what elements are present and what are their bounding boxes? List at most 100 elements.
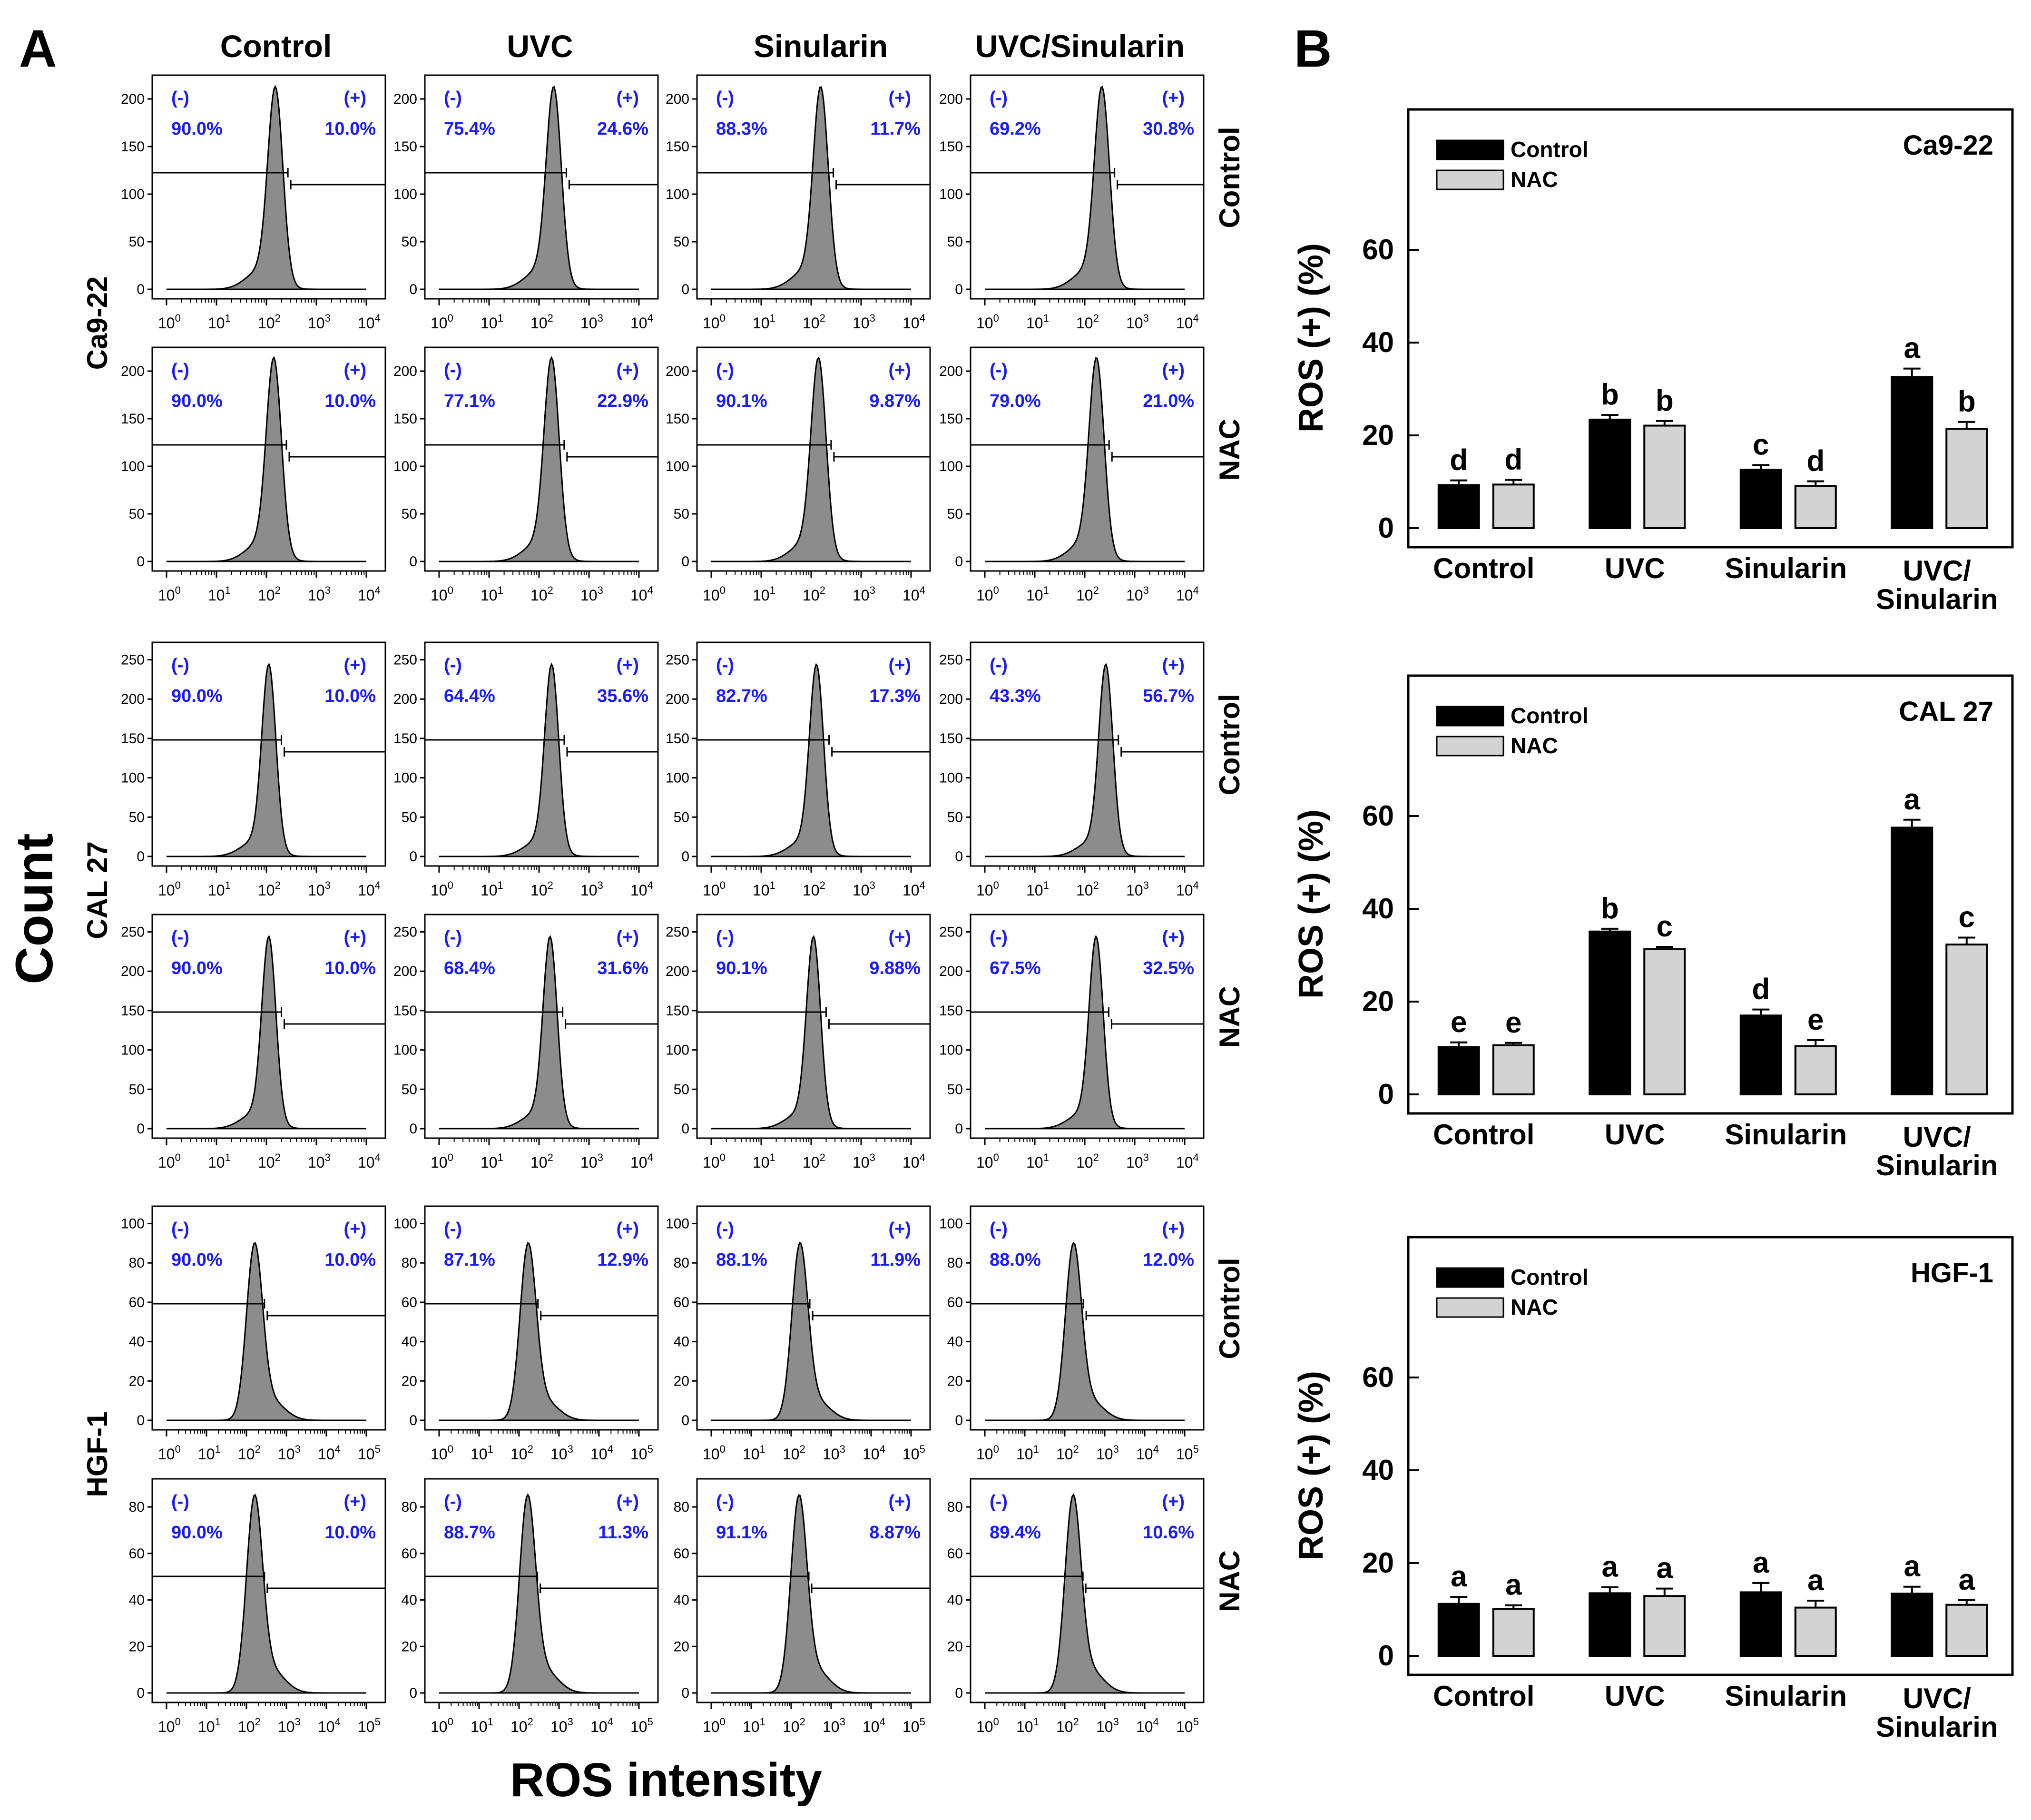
y-tick-label: 100 <box>121 1043 145 1058</box>
y-tick-label: 50 <box>129 506 145 522</box>
bar <box>1437 1603 1480 1657</box>
y-tick-label: 60 <box>674 1546 689 1562</box>
x-tick-label: 101 <box>208 1151 231 1171</box>
treatment-label: Control <box>1214 127 1246 228</box>
pos-gate-label: (+) <box>617 88 639 108</box>
x-tick-label: 103 <box>823 1716 845 1735</box>
histogram-frame <box>696 74 931 300</box>
y-tick-label: 60 <box>1362 234 1394 266</box>
y-tick-label: 50 <box>129 809 145 825</box>
x-tick-label: 102 <box>803 584 825 604</box>
legend-swatch <box>1436 706 1504 727</box>
x-tick-label: 102 <box>803 879 825 899</box>
y-tick-label: 40 <box>674 1593 689 1608</box>
neg-gate-label: (-) <box>990 927 1008 947</box>
ros-intensity-axis-title: ROS intensity <box>510 1753 822 1807</box>
significance-letter: a <box>1753 1546 1769 1579</box>
neg-gate-label: (-) <box>171 88 189 108</box>
x-tick-label: 103 <box>853 584 875 604</box>
histogram-panel: 0 20 40 60 80 100 100 101 102 103 104 105 (-) (+) 87.1… <box>393 1205 659 1463</box>
y-tick-label: 100 <box>666 187 689 202</box>
y-tick-label: 0 <box>1378 512 1394 544</box>
pos-gate-label: (+) <box>344 1219 367 1239</box>
histogram-frame <box>970 641 1205 867</box>
bar <box>1739 1014 1782 1095</box>
column-header: UVC/Sinularin <box>975 29 1185 64</box>
histogram-curve <box>439 85 639 290</box>
x-tick-label: 101 <box>753 312 775 332</box>
pos-percent: 22.9% <box>597 391 648 411</box>
x-tick-label: 101 <box>208 879 231 899</box>
histogram-panel: 0 50 100 150 200 250 100 101 102 103 104 (-) (+) 90.1… <box>666 914 931 1171</box>
neg-gate-label: (-) <box>171 360 189 380</box>
x-tick-label: 100 <box>158 584 181 604</box>
neg-gate-label: (-) <box>716 360 734 380</box>
x-tick-label: 102 <box>258 584 281 604</box>
x-tick-label: 105 <box>358 1443 381 1463</box>
neg-percent: 90.0% <box>171 1523 223 1543</box>
panel-a-histograms: Control UVC Sinularin UVC/Sinularin Ca9-22 CA… <box>81 29 1246 1735</box>
y-tick-label: 100 <box>393 1216 417 1232</box>
y-tick-label: 100 <box>666 770 689 786</box>
x-tick-label: 102 <box>258 312 281 332</box>
x-tick-label: 104 <box>863 1443 885 1463</box>
y-tick-label: 40 <box>402 1593 417 1608</box>
x-tick-label: 100 <box>158 312 181 332</box>
bar <box>1589 930 1631 1096</box>
y-tick-label: 200 <box>939 691 963 707</box>
y-tick-label: 150 <box>939 731 963 747</box>
pos-percent: 10.0% <box>324 1250 376 1270</box>
y-tick-label: 20 <box>947 1639 963 1654</box>
y-tick-label: 0 <box>409 554 417 570</box>
category-label: UVC <box>1605 1680 1665 1712</box>
x-tick-label: 100 <box>158 879 181 899</box>
y-tick-label: 100 <box>393 1043 417 1058</box>
histogram-panel: 0 50 100 150 200 250 100 101 102 103 104 (-) (+) 90.0… <box>121 641 386 899</box>
neg-gate-label: (-) <box>990 655 1008 675</box>
y-tick-label: 250 <box>666 925 689 940</box>
x-tick-label: 105 <box>903 1443 925 1463</box>
x-tick-label: 103 <box>853 312 875 332</box>
pos-percent: 12.0% <box>1143 1250 1194 1270</box>
category-label: UVC/Sinularin <box>1876 555 1998 615</box>
neg-percent: 77.1% <box>444 391 495 411</box>
chart-title: CAL 27 <box>1899 696 1993 727</box>
x-tick-label: 102 <box>530 584 553 604</box>
y-tick-label: 0 <box>1378 1078 1394 1110</box>
neg-percent: 88.7% <box>444 1523 495 1543</box>
x-tick-label: 102 <box>510 1716 533 1735</box>
x-tick-label: 104 <box>590 1716 613 1735</box>
x-tick-label: 105 <box>903 1716 925 1735</box>
y-tick-label: 0 <box>409 849 417 865</box>
histogram-frame <box>151 1478 386 1703</box>
y-tick-label: 100 <box>939 459 963 474</box>
y-tick-label: 20 <box>129 1373 145 1389</box>
y-tick-label: 150 <box>666 139 689 155</box>
y-tick-label: 150 <box>666 1003 689 1019</box>
neg-percent: 90.0% <box>171 1250 223 1270</box>
x-tick-label: 102 <box>783 1443 805 1463</box>
pos-gate-label: (+) <box>1162 927 1185 947</box>
pos-percent: 9.87% <box>869 391 921 411</box>
y-tick-label: 50 <box>129 234 145 250</box>
pos-gate-label: (+) <box>344 927 367 947</box>
histogram-frame <box>970 1205 1205 1431</box>
y-tick-label: 200 <box>393 91 417 107</box>
x-tick-label: 102 <box>1076 879 1099 899</box>
histogram-frame <box>970 74 1205 300</box>
histogram-curve <box>711 1494 911 1694</box>
y-tick-label: 150 <box>393 411 417 427</box>
neg-percent: 64.4% <box>444 686 495 706</box>
y-tick-label: 20 <box>1362 419 1394 451</box>
histogram-panel: 0 50 100 150 200 250 100 101 102 103 104 (-) (+) 64.4… <box>393 641 659 899</box>
pos-percent: 17.3% <box>869 686 921 706</box>
histogram-curve <box>439 1242 639 1421</box>
histogram-curve <box>711 663 911 857</box>
histogram-panel: 0 50 100 150 200 100 101 102 103 104 (-) (+) 77.1% 22… <box>393 346 659 604</box>
neg-gate-label: (-) <box>171 1219 189 1239</box>
panel-b-label: B <box>1294 20 1332 78</box>
y-tick-label: 0 <box>955 554 963 570</box>
y-tick-label: 100 <box>121 187 145 202</box>
neg-gate-label: (-) <box>171 927 189 947</box>
x-tick-label: 103 <box>580 584 603 604</box>
